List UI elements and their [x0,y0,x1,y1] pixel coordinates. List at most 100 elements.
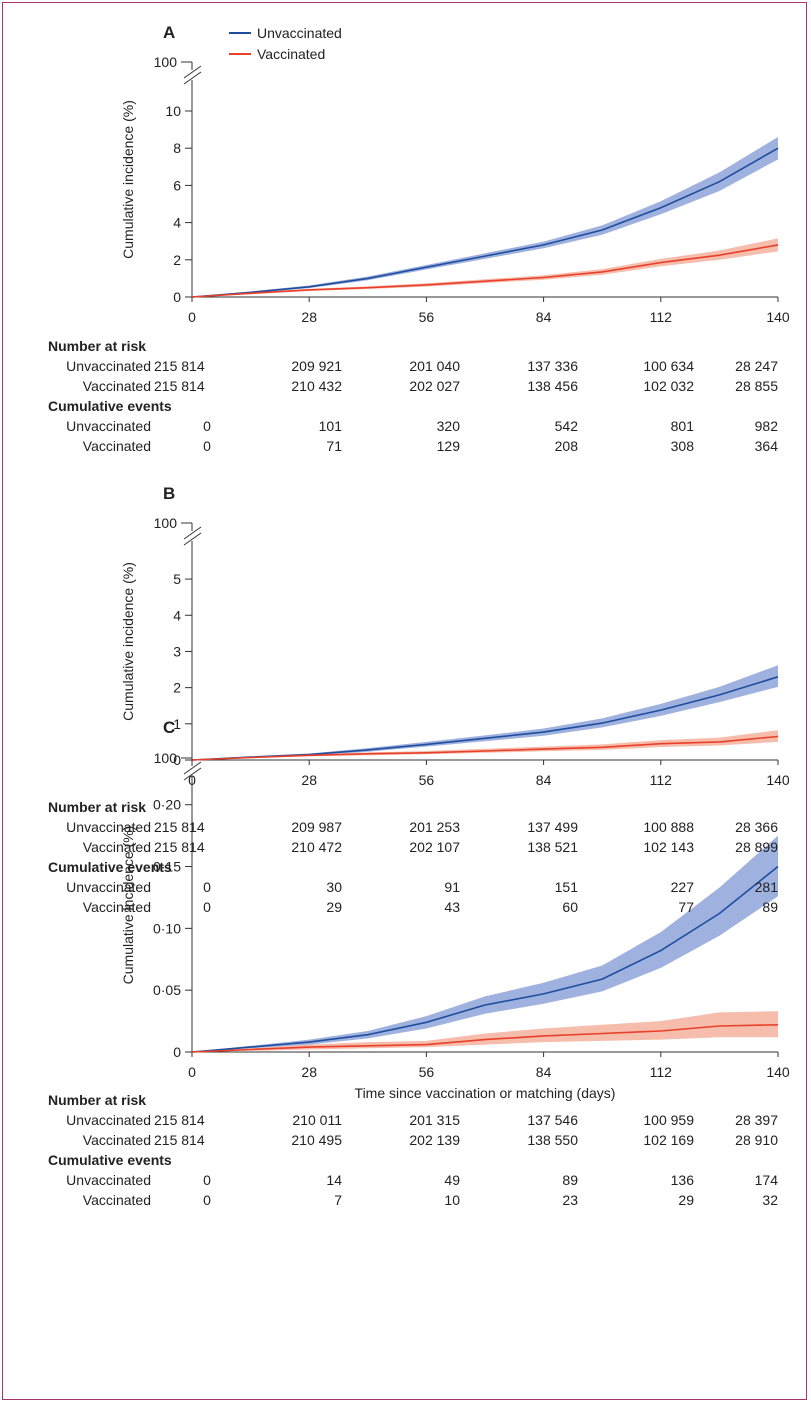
table-cell: 174 [754,1172,778,1188]
risk-table: Number at risk Unvaccinated 215 814 209 987… [0,797,811,917]
table-row: Unvaccinated 215 814 209 987 201 253 137 499… [0,817,811,837]
table-cell: 137 546 [527,1112,578,1128]
table-row: Vaccinated 215 814 210 495 202 139 138 550 10… [0,1130,811,1150]
y-axis-label: Cumulative incidence (%) [120,100,136,259]
table-cell: 28 910 [735,1132,778,1148]
table-cell: 102 143 [643,839,694,855]
table-cell: 136 [670,1172,694,1188]
table-cell: 215 814 [154,839,205,855]
row-label: Unvaccinated [66,358,151,374]
table-section-header: Cumulative events [48,398,172,414]
panel-title: A [163,23,175,42]
axis-break-mark [183,767,202,781]
table-cell: 32 [762,1192,778,1208]
table-cell: 227 [670,879,694,895]
table-cell: 100 888 [643,819,694,835]
x-tick-label: 84 [536,772,552,788]
table-cell: 208 [554,438,578,454]
row-label: Vaccinated [82,899,151,915]
table-cell: 542 [554,418,578,434]
table-header-row: Cumulative events [0,1150,811,1170]
table-row: Unvaccinated 0 101 320 542 801 982 [0,416,811,436]
table-cell: 28 855 [735,378,778,394]
y-tick-label: 3 [173,643,181,659]
x-tick-label: 0 [188,1064,196,1080]
table-cell: 29 [678,1192,694,1208]
axis-break-mark [183,532,202,546]
table-section-header: Number at risk [48,1092,147,1108]
table-cell: 0 [203,438,211,454]
table-cell: 49 [444,1172,460,1188]
legend-unvaccinated-label: Unvaccinated [257,25,342,41]
y-tick-label: 4 [173,215,181,231]
table-cell: 801 [670,418,694,434]
y-tick-label: 1 [173,716,181,732]
table-row: Vaccinated 0 71 129 208 308 364 [0,436,811,456]
table-section-header: Cumulative events [48,1152,172,1168]
table-cell: 23 [562,1192,578,1208]
row-label: Vaccinated [82,839,151,855]
table-row: Unvaccinated 0 30 91 151 227 281 [0,877,811,897]
x-axis-label: Time since vaccination or matching (days… [355,1085,616,1101]
y-tick-label: 100 [154,750,178,766]
table-cell: 202 027 [409,378,460,394]
table-cell: 100 959 [643,1112,694,1128]
vaccinated-line [191,244,779,298]
table-cell: 0 [203,899,211,915]
table-cell: 7 [334,1192,342,1208]
y-tick-label: 4 [173,607,181,623]
panel-title: B [163,484,175,503]
table-cell: 308 [670,438,694,454]
y-tick-label: 0 [173,1044,181,1060]
table-cell: 215 814 [154,358,205,374]
table-cell: 29 [326,899,342,915]
table-cell: 89 [762,899,778,915]
table-cell: 101 [318,418,342,434]
panel-title: C [163,718,175,737]
table-cell: 201 040 [409,358,460,374]
table-cell: 0 [203,879,211,895]
vaccinated-ci-band [192,238,778,297]
table-row: Vaccinated 0 29 43 60 77 89 [0,897,811,917]
x-tick-label: 140 [766,1064,790,1080]
x-tick-label: 56 [419,772,435,788]
y-tick-label: 5 [173,571,181,587]
table-header-row: Cumulative events [0,857,811,877]
table-cell: 138 550 [527,1132,578,1148]
axis-break-mark [183,761,202,775]
table-cell: 60 [562,899,578,915]
table-cell: 91 [444,879,460,895]
table-row: Unvaccinated 0 14 49 89 136 174 [0,1170,811,1190]
table-cell: 0 [203,1192,211,1208]
y-tick-label: 0·05 [153,982,181,998]
table-cell: 215 814 [154,819,205,835]
table-cell: 77 [678,899,694,915]
table-cell: 201 315 [409,1112,460,1128]
table-cell: 89 [562,1172,578,1188]
row-label: Unvaccinated [66,879,151,895]
table-header-row: Number at risk [0,1090,811,1110]
x-tick-label: 84 [536,1064,552,1080]
table-cell: 364 [754,438,778,454]
table-header-row: Number at risk [0,797,811,817]
table-cell: 100 634 [643,358,694,374]
table-cell: 201 253 [409,819,460,835]
vaccinated-line [191,1024,779,1053]
x-tick-label: 112 [650,772,673,788]
table-cell: 14 [326,1172,342,1188]
axis-break-mark [183,526,202,540]
table-cell: 151 [554,879,578,895]
table-cell: 102 032 [643,378,694,394]
table-cell: 129 [436,438,460,454]
table-cell: 28 366 [735,819,778,835]
x-tick-label: 56 [419,309,435,325]
table-cell: 0 [203,1172,211,1188]
table-cell: 320 [436,418,460,434]
table-cell: 71 [326,438,342,454]
x-tick-label: 56 [419,1064,435,1080]
row-label: Vaccinated [82,438,151,454]
table-cell: 137 336 [527,358,578,374]
x-tick-label: 0 [188,309,196,325]
